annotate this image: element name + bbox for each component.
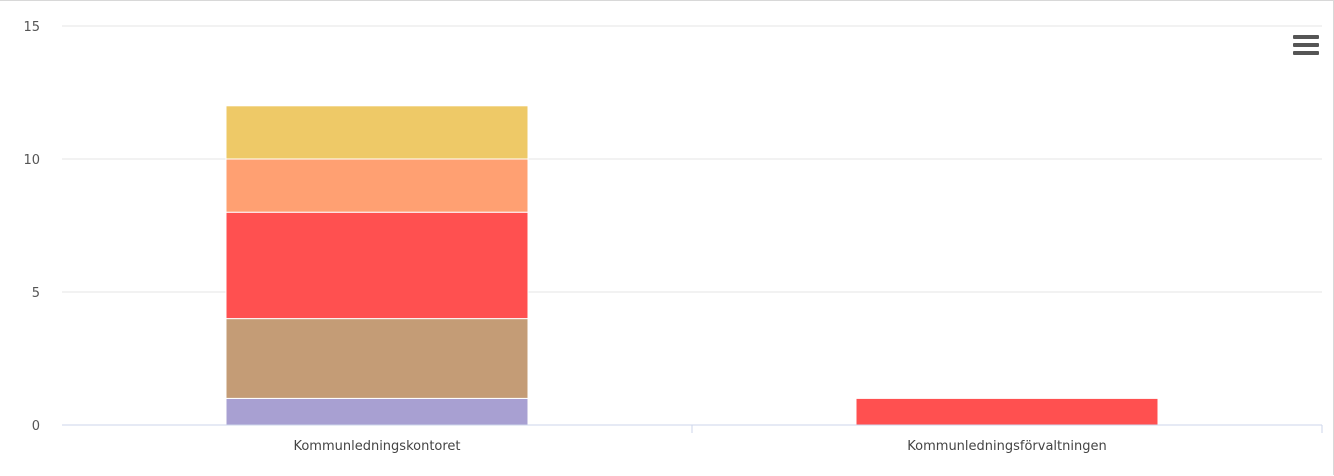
- bar-segment[interactable]: [225, 158, 529, 213]
- bar-segment[interactable]: [225, 397, 529, 426]
- bar-segment[interactable]: [225, 105, 529, 160]
- y-tick-label: 0: [32, 419, 40, 434]
- bars: [225, 105, 1159, 426]
- x-category-label: Kommunledningsförvaltningen: [907, 439, 1106, 454]
- y-tick-label: 15: [23, 20, 40, 35]
- y-tick-label: 10: [23, 153, 40, 168]
- y-tick-label: 5: [32, 286, 40, 301]
- bar-segment[interactable]: [225, 211, 529, 320]
- bar-segment[interactable]: [225, 318, 529, 399]
- bar-segment[interactable]: [855, 397, 1159, 426]
- x-category-label: Kommunledningskontoret: [293, 439, 460, 454]
- hamburger-menu-icon[interactable]: [1293, 33, 1319, 57]
- axes: 0 5 10 15 Kommunledningskontoret Kommunlednin…: [23, 20, 1323, 454]
